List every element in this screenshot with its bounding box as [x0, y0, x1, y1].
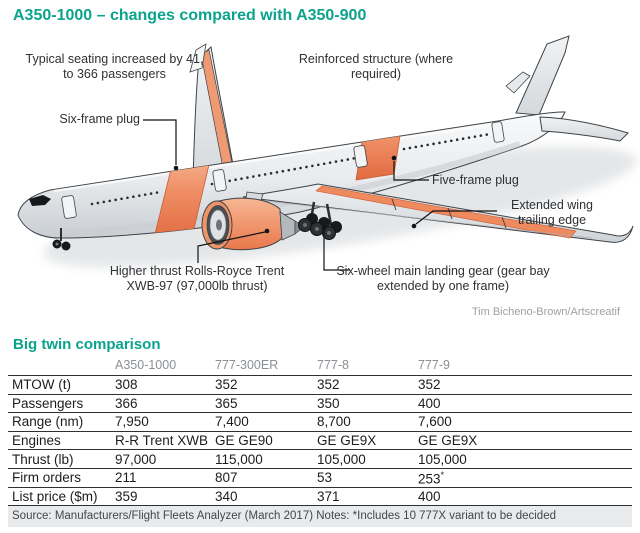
- value-cell: 253*: [418, 468, 632, 488]
- leader-lines: [143, 119, 497, 271]
- comparison-table: A350-1000 777-300ER 777-8 777-9 MTOW (t) 308…: [8, 357, 632, 507]
- row-label: Firm orders: [8, 468, 115, 488]
- value-cell: 340: [215, 487, 317, 507]
- value-cell: 352: [317, 375, 418, 395]
- value-cell: 359: [115, 487, 215, 507]
- value-cell: 115,000: [215, 449, 317, 469]
- table-row: MTOW (t) 308 352 352 352: [8, 375, 632, 395]
- column-header: 777-300ER: [215, 357, 317, 376]
- value-cell: 7,400: [215, 412, 317, 432]
- value-cell: 308: [115, 375, 215, 395]
- label-extended-wing: Extended wing trailing edge: [510, 198, 593, 227]
- comparison-table-body: MTOW (t) 308 352 352 352 Passengers 366 365 350 4…: [8, 375, 632, 507]
- row-label: Engines: [8, 431, 115, 451]
- fuselage: [17, 111, 566, 239]
- corner-cell: [8, 357, 115, 376]
- value-cell: 352: [215, 375, 317, 395]
- value-cell: 7,600: [418, 412, 632, 432]
- windows: [90, 132, 492, 206]
- table-row: Firm orders 211 807 53 253*: [8, 468, 632, 488]
- extended-trailing-edge-band: [315, 185, 577, 239]
- footnote-marker: *: [440, 469, 445, 480]
- label-six-frame-plug: Six-frame plug: [59, 112, 140, 126]
- value-cell: GE GE9X: [418, 431, 632, 451]
- value-cell: 365: [215, 394, 317, 414]
- row-label: Passengers: [8, 394, 115, 414]
- value-cell: GE GE90: [215, 431, 317, 451]
- table-row: Engines R-R Trent XWB GE GE90 GE GE9X GE GE9…: [8, 431, 632, 451]
- table-source-note: Source: Manufacturers/Flight Fleets Anal…: [8, 506, 632, 528]
- value-cell: 97,000: [115, 449, 215, 469]
- tail-fin: [505, 35, 570, 116]
- row-label: Range (nm): [8, 412, 115, 432]
- value-cell: 8,700: [317, 412, 418, 432]
- aircraft-illustration: [17, 35, 637, 271]
- value-cell: 105,000: [418, 449, 632, 469]
- main-landing-gear: [298, 201, 342, 240]
- nose-landing-gear: [52, 228, 71, 251]
- illustration-credit: Tim Bicheno-Brown/Artscreatif: [471, 306, 620, 318]
- doors: [61, 121, 505, 219]
- value-cell: 366: [115, 394, 215, 414]
- table-row: Range (nm) 7,950 7,400 8,700 7,600: [8, 412, 632, 432]
- near-stabilizer: [539, 116, 629, 142]
- label-landing-gear: Six-wheel main landing gear (gear bay ex…: [336, 264, 550, 293]
- column-header: A350-1000: [115, 357, 215, 376]
- far-wing: [189, 43, 235, 186]
- label-five-frame-plug: Five-frame plug: [432, 173, 519, 187]
- value-cell: 352: [418, 375, 632, 395]
- table-row: List price ($m) 359 340 371 400: [8, 487, 632, 507]
- engine: [201, 191, 306, 251]
- value-cell: 105,000: [317, 449, 418, 469]
- value-cell: GE GE9X: [317, 431, 418, 451]
- value-cell: 350: [317, 394, 418, 414]
- value-cell: 211: [115, 468, 215, 488]
- comparison-table-head-row: A350-1000 777-300ER 777-8 777-9: [8, 357, 632, 376]
- value-cell: R-R Trent XWB: [115, 431, 215, 451]
- value-cell: 400: [418, 394, 632, 414]
- value-cell: 53: [317, 468, 418, 488]
- column-header: 777-8: [317, 357, 418, 376]
- table-row: Passengers 366 365 350 400: [8, 394, 632, 414]
- value-cell: 400: [418, 487, 632, 507]
- label-engine: Higher thrust Rolls-Royce Trent XWB-97 (…: [109, 264, 285, 293]
- value-cell: 807: [215, 468, 317, 488]
- row-label: List price ($m): [8, 487, 115, 507]
- table-row: Thrust (lb) 97,000 115,000 105,000 105,000: [8, 449, 632, 469]
- label-reinforced-structure: Reinforced structure (where required): [298, 52, 454, 81]
- column-header: 777-9: [418, 357, 632, 376]
- aircraft-diagram: Typical seating increased by 41, to 366 …: [17, 35, 637, 318]
- value-cell: 371: [317, 487, 418, 507]
- row-label: MTOW (t): [8, 375, 115, 395]
- page-title: A350-1000 – changes compared with A350-9…: [13, 7, 367, 24]
- section-title: Big twin comparison: [13, 336, 161, 353]
- comparison-table-wrap: A350-1000 777-300ER 777-8 777-9 MTOW (t) 308…: [8, 357, 632, 528]
- near-wing: [242, 183, 634, 243]
- row-label: Thrust (lb): [8, 449, 115, 469]
- cockpit-windows: [29, 195, 51, 206]
- value-cell: 7,950: [115, 412, 215, 432]
- label-seating: Typical seating increased by 41, to 366 …: [25, 52, 204, 81]
